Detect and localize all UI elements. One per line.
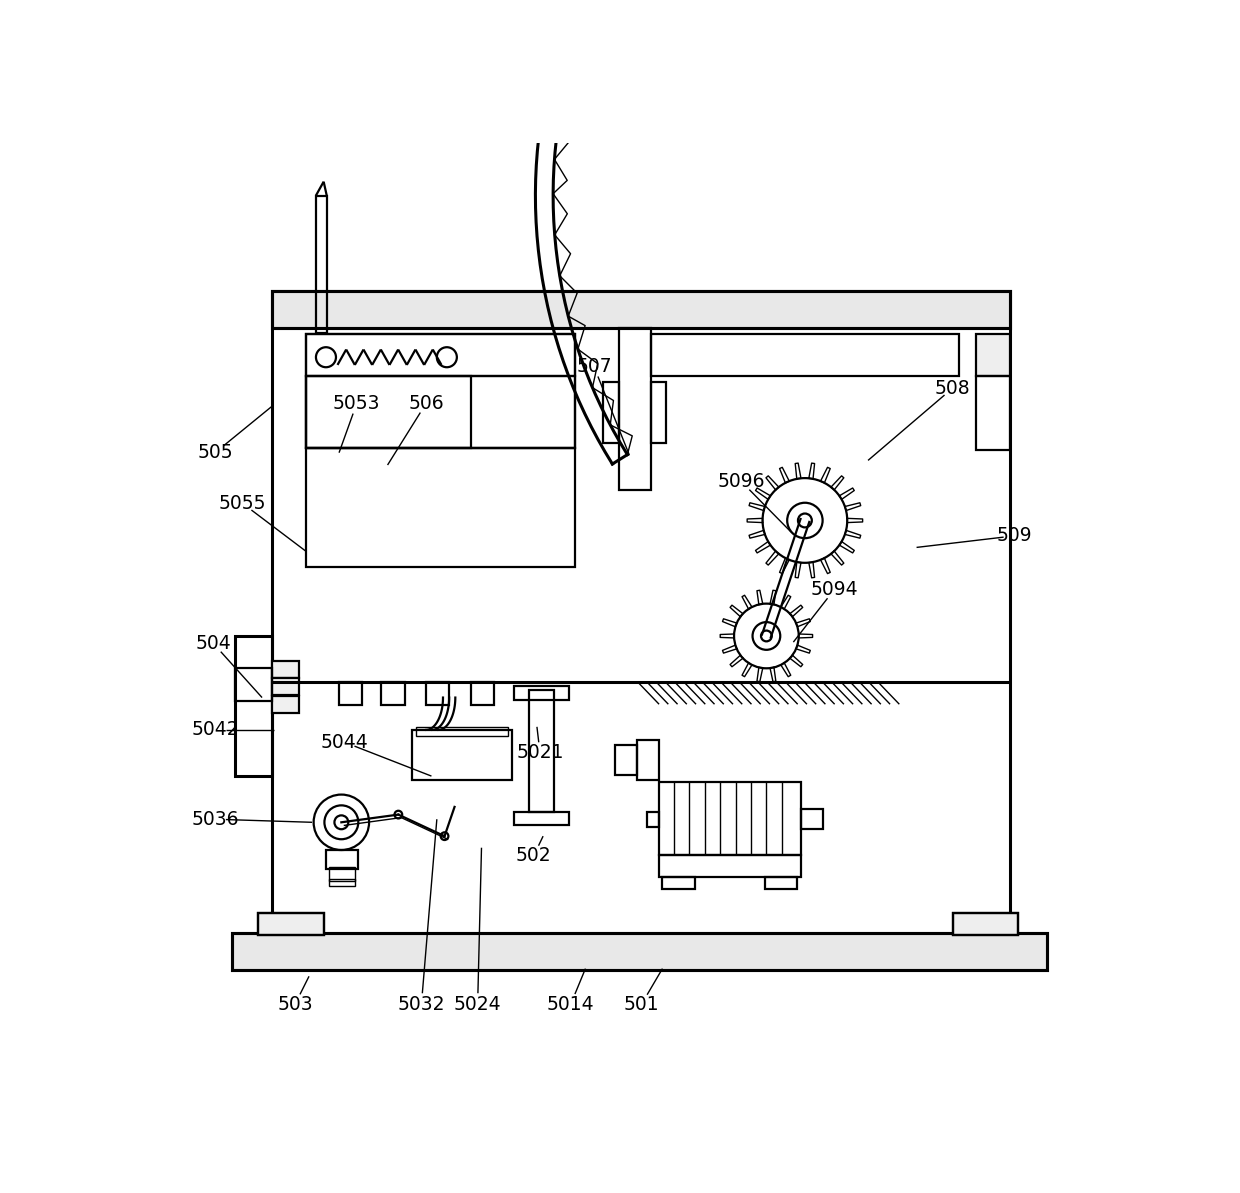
- Bar: [306, 377, 575, 449]
- Bar: [513, 811, 569, 826]
- Bar: [272, 696, 299, 713]
- Bar: [236, 668, 272, 700]
- Bar: [326, 851, 358, 870]
- Bar: [306, 377, 471, 449]
- Text: 506: 506: [408, 394, 444, 413]
- Bar: [272, 679, 299, 696]
- Bar: [316, 196, 326, 333]
- Bar: [658, 855, 801, 877]
- Bar: [382, 682, 404, 705]
- Circle shape: [436, 347, 456, 367]
- Bar: [801, 809, 822, 829]
- Circle shape: [763, 478, 847, 563]
- Bar: [658, 783, 801, 855]
- Bar: [427, 682, 449, 705]
- Bar: [637, 740, 658, 780]
- Text: 5096: 5096: [718, 472, 765, 492]
- Bar: [412, 730, 512, 780]
- Bar: [976, 377, 1009, 450]
- Bar: [236, 636, 272, 777]
- Bar: [619, 328, 651, 489]
- Text: 504: 504: [196, 635, 232, 653]
- Bar: [232, 933, 1047, 970]
- Text: 5053: 5053: [334, 394, 381, 413]
- Bar: [272, 291, 1009, 328]
- Bar: [258, 913, 324, 935]
- Text: 503: 503: [278, 995, 312, 1014]
- Bar: [647, 811, 658, 827]
- Bar: [272, 291, 1009, 954]
- Bar: [258, 913, 324, 935]
- Bar: [976, 334, 1009, 377]
- Bar: [306, 334, 575, 377]
- Text: 5036: 5036: [191, 810, 239, 829]
- Circle shape: [325, 805, 358, 839]
- Circle shape: [787, 502, 822, 538]
- Text: 5021: 5021: [516, 743, 564, 762]
- Bar: [329, 878, 355, 886]
- Bar: [513, 686, 569, 700]
- Text: 507: 507: [577, 357, 611, 376]
- Bar: [651, 382, 666, 444]
- Circle shape: [316, 347, 336, 367]
- Bar: [615, 746, 637, 774]
- Text: 5044: 5044: [321, 733, 368, 752]
- Text: 5055: 5055: [219, 494, 267, 513]
- Bar: [651, 334, 959, 377]
- Bar: [339, 682, 362, 705]
- Text: 5094: 5094: [811, 580, 858, 599]
- Bar: [329, 867, 355, 880]
- Text: 502: 502: [516, 846, 552, 865]
- Bar: [232, 933, 1047, 970]
- Circle shape: [440, 833, 449, 840]
- Circle shape: [394, 811, 402, 818]
- Circle shape: [761, 631, 771, 642]
- Bar: [529, 690, 554, 811]
- Bar: [417, 727, 508, 736]
- Text: 509: 509: [997, 526, 1032, 545]
- Bar: [306, 334, 575, 449]
- Text: 508: 508: [935, 378, 971, 397]
- Circle shape: [314, 795, 370, 851]
- Bar: [272, 291, 1009, 328]
- Bar: [471, 682, 494, 705]
- Bar: [952, 913, 1018, 935]
- Bar: [765, 877, 797, 889]
- Circle shape: [753, 622, 780, 650]
- Circle shape: [799, 513, 812, 527]
- Text: 5032: 5032: [398, 995, 445, 1014]
- Bar: [952, 913, 1018, 935]
- Bar: [662, 877, 694, 889]
- Bar: [272, 661, 299, 678]
- Circle shape: [734, 604, 799, 668]
- Text: 5024: 5024: [454, 995, 501, 1014]
- Circle shape: [335, 815, 348, 829]
- Text: 501: 501: [624, 995, 660, 1014]
- Text: 505: 505: [197, 444, 233, 462]
- Bar: [603, 382, 619, 444]
- Text: 5014: 5014: [547, 995, 595, 1014]
- Bar: [306, 449, 575, 568]
- Text: 5042: 5042: [191, 721, 239, 740]
